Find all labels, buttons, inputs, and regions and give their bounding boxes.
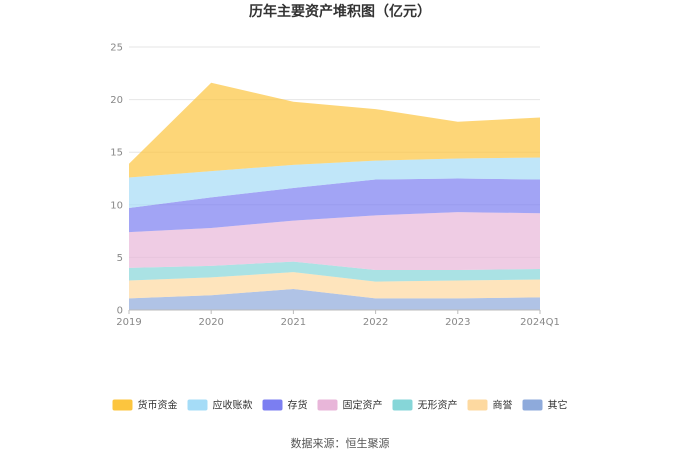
legend-label: 应收账款 <box>213 399 253 412</box>
legend-item-e697a0e5bda2e8b584e4baa7[interactable]: 无形资产 <box>392 399 458 412</box>
area-series-e59bbae5ae9ae8b584e4baa7 <box>129 212 540 271</box>
legend-swatch <box>522 399 543 411</box>
area-series-e5ad98e8b4a7 <box>129 178 540 233</box>
legend-label: 货币资金 <box>138 399 178 412</box>
y-tick-label: 15 <box>110 148 123 159</box>
legend: 货币资金 应收账款 存货 固定资产 无形资产 商誉 其它 <box>112 399 568 412</box>
x-tick-label: 2023 <box>445 317 470 328</box>
legend-item-e8b4a7e5b881e8b584e98791[interactable]: 货币资金 <box>112 399 178 412</box>
y-tick-label: 5 <box>117 253 123 264</box>
legend-swatch <box>187 399 208 411</box>
legend-item-e585b6e5ae83[interactable]: 其它 <box>522 399 568 412</box>
legend-swatch <box>112 399 133 411</box>
legend-label: 商誉 <box>493 399 513 412</box>
y-tick-label: 25 <box>110 43 123 54</box>
area-series-e585b6e5ae83 <box>129 288 540 310</box>
x-tick-label: 2021 <box>281 317 306 328</box>
x-tick-label: 2024Q1 <box>520 317 560 328</box>
area-series-e697a0e5bda2e8b584e4baa7 <box>129 261 540 282</box>
legend-swatch <box>262 399 283 411</box>
legend-swatch <box>317 399 338 411</box>
legend-item-e59bbae5ae9ae8b584e4baa7[interactable]: 固定资产 <box>317 399 383 412</box>
legend-item-e5ba94e694b6e8b4a6e6acbe[interactable]: 应收账款 <box>187 399 253 412</box>
x-tick-label: 2022 <box>363 317 388 328</box>
x-tick-label: 2020 <box>198 317 223 328</box>
legend-label: 其它 <box>548 399 568 412</box>
legend-swatch <box>392 399 413 411</box>
legend-swatch <box>467 399 488 411</box>
stacked-areas <box>129 82 540 310</box>
y-tick-label: 20 <box>110 95 123 106</box>
axes: 0 5 10 15 20 25 2019 2020 2021 2022 2023 2024Q1 <box>110 43 560 329</box>
legend-label: 存货 <box>288 399 308 412</box>
legend-label: 固定资产 <box>343 399 383 412</box>
y-tick-label: 10 <box>110 200 123 211</box>
legend-item-e5ad98e8b4a7[interactable]: 存货 <box>262 399 308 412</box>
legend-item-e59586e8aa89[interactable]: 商誉 <box>467 399 513 412</box>
x-tick-label: 2019 <box>116 317 141 328</box>
chart-title: 历年主要资产堆积图（亿元） <box>249 3 431 20</box>
area-series-e5ba94e694b6e8b4a6e6acbe <box>129 157 540 208</box>
legend-label: 无形资产 <box>418 399 458 412</box>
y-tick-label: 0 <box>117 306 123 317</box>
data-source: 数据来源：恒生聚源 <box>291 436 390 450</box>
area-series-e8b4a7e5b881e8b584e98791 <box>129 82 540 178</box>
area-series-e59586e8aa89 <box>129 272 540 299</box>
